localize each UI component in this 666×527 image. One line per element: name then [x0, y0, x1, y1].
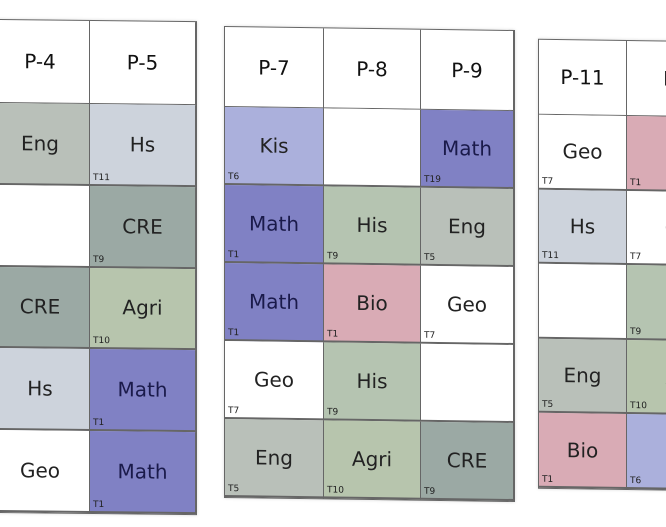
subject-label: Math: [117, 459, 168, 484]
lesson-cell[interactable]: Hs T11: [539, 189, 627, 266]
subject-label: His: [356, 212, 388, 238]
teacher-code: T6: [228, 172, 240, 183]
lesson-cell[interactable]: Hs T11: [90, 103, 196, 187]
lesson-cell[interactable]: Geo T7: [539, 114, 627, 191]
lesson-cell[interactable]: His T9: [324, 342, 421, 422]
empty-cell[interactable]: [539, 263, 627, 340]
period-header: P-8: [324, 28, 421, 110]
subject-label: CRE: [122, 213, 163, 239]
lesson-cell[interactable]: Agri T10: [324, 420, 421, 500]
empty-cell[interactable]: [421, 343, 514, 424]
subject-label: Math: [248, 289, 300, 315]
subject-label: Math: [441, 136, 493, 161]
timetable-panel-3: P-11P- Geo T7 BT1 Hs T11 GT7HT9 Eng T5 AT10 Bio T1 K…: [538, 38, 666, 492]
teacher-code: T1: [327, 329, 339, 340]
teacher-code: T10: [630, 401, 647, 412]
teacher-code: T1: [93, 499, 105, 511]
teacher-code: T1: [542, 474, 554, 485]
subject-label: Agri: [122, 295, 163, 321]
teacher-code: T9: [327, 251, 339, 262]
subject-label: Eng: [563, 363, 602, 388]
period-header: P-11: [539, 39, 627, 116]
period-header: P-7: [225, 26, 324, 109]
subject-label: Agri: [351, 446, 393, 472]
lesson-cell[interactable]: Math T1: [90, 431, 196, 515]
teacher-code: T11: [542, 250, 559, 262]
subject-label: Hs: [569, 214, 596, 239]
teacher-code: T7: [228, 406, 240, 417]
timetable-panel-2: P-7 P-8 P-9 Kis T6 Math T19 Math T1 His T9 Eng T5 Mat…: [224, 25, 515, 503]
period-header: P-: [627, 40, 666, 118]
subject-label: Math: [117, 377, 168, 403]
lesson-cell[interactable]: AT10: [627, 339, 666, 416]
subject-label: His: [356, 368, 388, 394]
teacher-code: T5: [424, 252, 436, 263]
subject-label: Math: [248, 211, 300, 237]
period-header: P-9: [421, 29, 514, 112]
subject-label: CRE: [19, 294, 61, 320]
teacher-code: T5: [542, 400, 554, 411]
teacher-code: T6: [630, 475, 642, 487]
teacher-code: T9: [424, 486, 436, 497]
teacher-code: T19: [424, 174, 441, 185]
lesson-cell[interactable]: Math T1: [90, 349, 196, 433]
period-header: P-4: [0, 19, 90, 104]
lesson-cell[interactable]: Geo: [0, 430, 90, 513]
teacher-code: T11: [93, 172, 110, 183]
subject-label: Kis: [259, 133, 289, 158]
teacher-code: T7: [424, 330, 436, 341]
lesson-cell[interactable]: Agri T10: [90, 267, 196, 351]
subject-label: Eng: [20, 131, 59, 156]
subject-label: Geo: [446, 292, 488, 317]
lesson-cell[interactable]: Math T1: [225, 262, 324, 343]
lesson-cell[interactable]: Math T19: [421, 109, 514, 190]
teacher-code: T9: [93, 254, 105, 265]
teacher-code: T1: [93, 418, 105, 429]
lesson-cell[interactable]: Eng T5: [539, 338, 627, 415]
teacher-code: T9: [630, 326, 642, 337]
lesson-cell[interactable]: CRE T9: [421, 421, 514, 502]
teacher-code: T1: [630, 177, 642, 188]
lesson-cell[interactable]: Bio T1: [324, 264, 421, 344]
teacher-code: T10: [93, 336, 110, 347]
teacher-code: T7: [542, 176, 554, 187]
subject-label: Geo: [19, 458, 61, 483]
lesson-cell[interactable]: Hs: [0, 348, 90, 432]
teacher-code: T1: [228, 250, 240, 261]
lesson-cell[interactable]: His T9: [324, 186, 421, 266]
lesson-cell[interactable]: Math T1: [225, 184, 324, 265]
lesson-cell[interactable]: Eng T5: [421, 187, 514, 268]
lesson-cell[interactable]: HT9: [627, 265, 666, 342]
teacher-code: T7: [630, 252, 642, 263]
teacher-code: T10: [327, 485, 344, 496]
lesson-cell[interactable]: GT7: [627, 190, 666, 267]
teacher-code: T9: [327, 407, 339, 418]
subject-label: Bio: [356, 290, 388, 316]
subject-label: Hs: [129, 132, 156, 157]
subject-label: CRE: [446, 448, 488, 473]
subject-label: Geo: [562, 139, 603, 164]
lesson-cell[interactable]: KT6: [627, 414, 666, 491]
subject-label: Eng: [254, 445, 293, 470]
lesson-cell[interactable]: BT1: [627, 115, 666, 192]
lesson-cell[interactable]: Geo T7: [225, 340, 324, 421]
empty-cell[interactable]: [0, 184, 90, 268]
lesson-cell[interactable]: Eng: [0, 102, 90, 186]
subject-label: Eng: [447, 214, 486, 239]
subject-label: Bio: [566, 437, 599, 463]
period-header: P-5: [90, 20, 196, 106]
teacher-code: T1: [228, 328, 240, 339]
lesson-cell[interactable]: Geo T7: [421, 265, 514, 346]
lesson-cell[interactable]: Kis T6: [225, 106, 324, 187]
teacher-code: T5: [228, 484, 240, 495]
subject-label: Hs: [27, 376, 53, 401]
lesson-cell[interactable]: CRE: [0, 266, 90, 350]
lesson-cell[interactable]: Eng T5: [225, 418, 324, 499]
lesson-cell[interactable]: CRE T9: [90, 185, 196, 269]
lesson-cell[interactable]: Bio T1: [539, 413, 627, 489]
subject-label: Geo: [253, 367, 295, 392]
timetable-panel-1: P-4 P-5 Eng Hs T11 CRE T9 CRE Agri T10 Hs Math T1 Geo…: [0, 18, 197, 516]
empty-cell[interactable]: [324, 108, 421, 188]
